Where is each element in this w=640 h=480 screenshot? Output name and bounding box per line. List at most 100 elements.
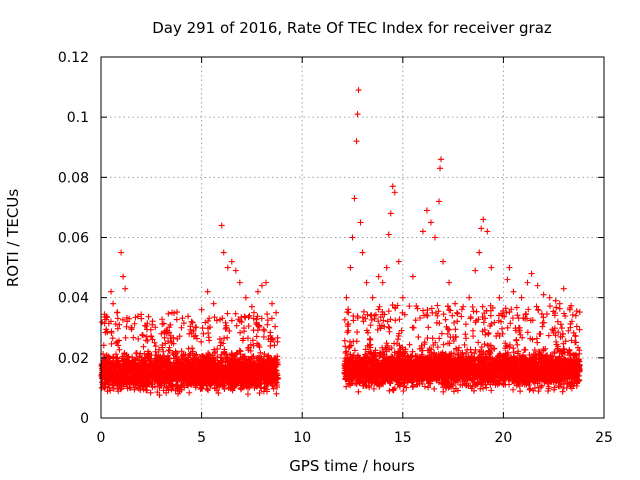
data-point — [206, 315, 213, 322]
data-point — [217, 316, 224, 323]
data-point — [261, 327, 268, 334]
data-point — [249, 337, 256, 344]
data-point — [185, 313, 192, 320]
data-point — [543, 311, 550, 318]
data-point — [222, 319, 229, 326]
data-point — [247, 341, 254, 348]
data-point — [462, 331, 469, 338]
data-point — [185, 382, 192, 389]
data-point — [114, 315, 121, 322]
data-point — [228, 317, 235, 324]
data-point — [245, 323, 252, 330]
data-point — [160, 348, 167, 355]
data-point — [342, 343, 349, 350]
data-point — [161, 380, 168, 387]
data-point — [204, 385, 211, 392]
data-point — [186, 389, 193, 396]
data-point — [198, 338, 205, 345]
data-point — [190, 328, 197, 335]
data-point — [241, 313, 248, 320]
data-point — [469, 327, 476, 334]
data-point — [149, 318, 156, 325]
data-point — [440, 311, 447, 318]
data-point — [392, 317, 399, 324]
data-point — [205, 334, 212, 341]
data-point — [205, 387, 212, 394]
data-point — [438, 330, 445, 337]
data-point — [376, 303, 383, 310]
data-point — [199, 385, 206, 392]
data-point — [214, 354, 221, 361]
data-point — [165, 310, 172, 317]
data-point — [205, 350, 212, 357]
data-point — [112, 351, 119, 358]
data-point — [526, 386, 533, 393]
marks-layer — [98, 87, 583, 399]
data-point — [143, 337, 150, 344]
data-point — [215, 390, 222, 397]
data-point — [267, 329, 274, 336]
data-point — [165, 347, 172, 354]
data-point — [108, 328, 115, 335]
data-point — [189, 319, 196, 326]
data-point — [237, 348, 244, 355]
data-point — [354, 329, 361, 336]
data-point — [515, 315, 522, 322]
data-point — [475, 339, 482, 346]
data-point — [173, 316, 180, 323]
data-point — [100, 342, 107, 349]
data-point — [455, 344, 462, 351]
data-point — [514, 312, 521, 319]
data-point — [107, 387, 114, 394]
data-point — [166, 324, 173, 331]
data-point — [355, 388, 362, 395]
data-point — [151, 339, 158, 346]
data-point — [253, 333, 260, 340]
data-point — [559, 388, 566, 395]
data-point — [119, 316, 126, 323]
data-point — [239, 337, 246, 344]
data-point — [434, 302, 441, 309]
data-point — [152, 324, 159, 331]
data-point — [442, 316, 449, 323]
data-point — [256, 322, 263, 329]
data-point — [454, 310, 461, 317]
data-point — [216, 336, 223, 343]
data-point — [145, 313, 152, 320]
data-point — [232, 310, 239, 317]
data-point — [147, 389, 154, 396]
data-point — [415, 334, 422, 341]
data-point — [154, 389, 161, 396]
data-point — [122, 334, 129, 341]
data-point — [138, 311, 145, 318]
data-point — [108, 340, 115, 347]
data-point — [260, 388, 267, 395]
data-point — [385, 308, 392, 315]
data-point — [224, 334, 231, 341]
data-point — [245, 314, 252, 321]
data-point — [253, 316, 260, 323]
data-point — [200, 330, 207, 337]
data-point — [257, 349, 264, 356]
data-point — [425, 324, 432, 331]
data-point — [102, 316, 109, 323]
data-point — [258, 315, 265, 322]
data-point — [553, 304, 560, 311]
data-point — [424, 335, 431, 342]
data-point — [272, 323, 279, 330]
data-point — [419, 307, 426, 314]
data-point — [517, 388, 524, 395]
data-point — [271, 342, 278, 349]
data-point — [123, 323, 130, 330]
data-point — [237, 329, 244, 336]
data-point — [134, 313, 141, 320]
data-point — [406, 303, 413, 310]
data-point — [131, 320, 138, 327]
data-point — [116, 346, 123, 353]
data-point — [268, 315, 275, 322]
data-point — [161, 353, 168, 360]
data-point — [513, 337, 520, 344]
data-point — [436, 335, 443, 342]
data-point — [153, 351, 160, 358]
